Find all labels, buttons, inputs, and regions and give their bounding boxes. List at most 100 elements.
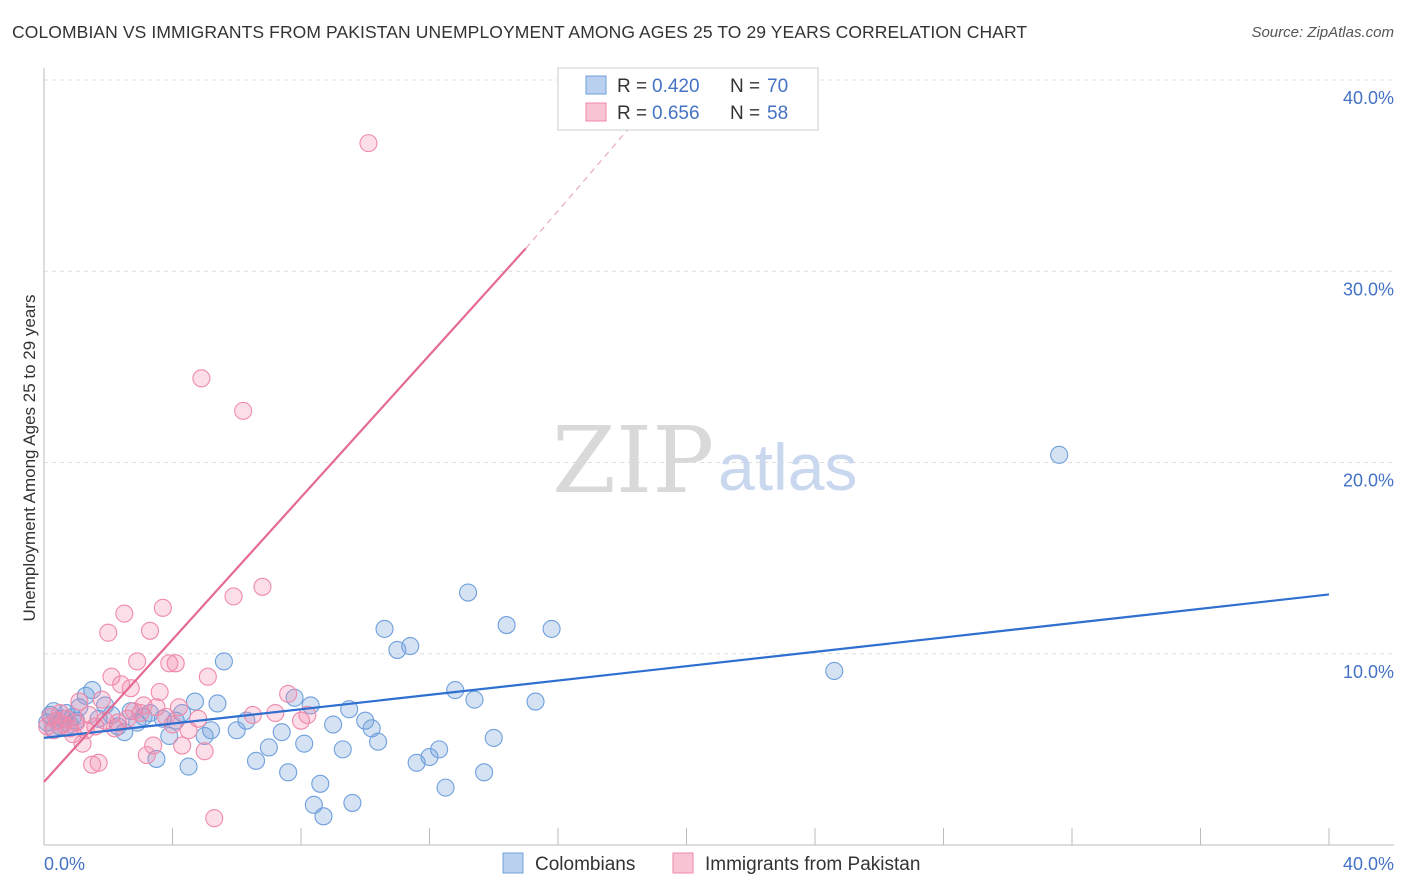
bottom-legend-label-pakistan: Immigrants from Pakistan [705,854,920,875]
point-pakistan-13 [79,705,99,725]
point-colombians-34 [227,721,246,740]
point-colombians-23 [147,749,166,768]
point-pakistan-54 [279,684,298,703]
bottom-legend-swatch-pakistan [672,852,694,874]
point-pakistan-16 [89,753,108,772]
x-axis-ticks [43,828,1330,845]
legend-r-label: R = [617,103,647,124]
point-colombians-46 [324,715,343,734]
point-colombians-59 [436,778,455,797]
trend-lines [43,79,1330,783]
point-pakistan-56 [298,705,317,725]
point-pakistan-22 [108,713,127,732]
bottom-legend: Colombians Immigrants from Pakistan [502,852,920,875]
point-colombians-69 [1050,445,1069,464]
y-tick-label-30: 30.0% [1343,279,1394,299]
point-colombians-57 [420,747,439,767]
legend-box: R = 0.420 N = 70 R = 0.656 N = 58 [557,67,819,131]
point-colombians-61 [458,583,478,602]
point-colombians-28 [179,757,198,776]
point-colombians-64 [484,728,503,747]
point-pakistan-45 [192,369,211,388]
point-pakistan-44 [189,709,208,728]
point-pakistan-41 [169,698,188,717]
point-pakistan-11 [73,734,92,753]
point-colombians-60 [446,681,465,700]
point-colombians-66 [526,692,545,711]
point-pakistan-57 [359,134,378,153]
point-colombians-53 [375,619,394,638]
point-colombians-63 [475,763,494,782]
point-colombians-41 [295,734,314,753]
legend-n-label: N = [730,103,760,124]
point-colombians-25 [160,726,179,746]
point-pakistan-48 [205,809,224,828]
bottom-legend-label-colombians: Colombians [535,854,635,875]
point-pakistan-35 [150,682,169,702]
point-pakistan-42 [173,736,192,755]
point-colombians-13 [83,681,102,700]
point-pakistan-17 [92,690,111,709]
point-pakistan-20 [102,667,121,686]
legend-n-label: N = [730,76,760,97]
point-colombians-36 [246,751,266,770]
legend-row-colombians: R = 0.420 N = 70 [617,76,788,97]
y-tick-label-20: 20.0% [1343,471,1394,491]
point-colombians-47 [333,740,352,759]
point-colombians-29 [185,692,205,711]
trend-line-pakistan-extension [525,79,671,249]
grid-lines [44,79,1394,655]
point-pakistan-26 [121,679,140,698]
trend-line-pakistan [43,247,527,783]
point-pakistan-19 [99,623,118,642]
y-tick-labels: 10.0% 20.0% 30.0% 40.0% [1343,88,1394,682]
chart-source: Source: ZipAtlas.com [1251,24,1394,41]
point-colombians-67 [542,619,561,638]
point-pakistan-23 [112,675,131,694]
chart-title: COLOMBIAN VS IMMIGRANTS FROM PAKISTAN UN… [12,22,1028,42]
point-pakistan-14 [83,755,102,774]
point-pakistan-50 [234,401,253,420]
y-tick-label-10: 10.0% [1343,662,1394,682]
point-pakistan-32 [140,621,160,640]
point-colombians-11 [70,698,89,717]
point-pakistan-47 [198,667,217,686]
point-pakistan-6 [57,709,76,728]
watermark-atlas: atlas [718,430,857,504]
point-pakistan-24 [115,604,134,623]
legend-swatch-pakistan [585,102,607,122]
bottom-legend-swatch-colombians [502,852,524,874]
point-colombians-38 [272,723,291,742]
point-colombians-31 [202,721,221,740]
legend-n-colombians: 70 [767,76,788,97]
point-colombians-39 [279,763,298,782]
point-colombians-37 [259,738,278,757]
legend-r-pakistan: 0.656 [652,103,700,124]
legend-n-pakistan: 58 [767,103,788,124]
point-pakistan-49 [224,587,243,606]
legend-row-pakistan: R = 0.656 N = 58 [617,103,788,124]
point-pakistan-27 [124,702,143,721]
point-pakistan-38 [160,654,179,673]
point-colombians-49 [343,793,362,812]
point-pakistan-52 [253,577,272,596]
point-pakistan-28 [128,652,147,671]
point-pakistan-34 [147,698,166,717]
point-pakistan-31 [137,746,156,765]
point-colombians-68 [825,661,844,681]
point-colombians-33 [214,652,233,671]
point-colombians-32 [208,694,227,713]
point-pakistan-2 [44,721,63,740]
point-colombians-45 [314,807,333,826]
legend-r-colombians: 0.420 [652,76,700,97]
point-colombians-44 [311,774,330,793]
legend-swatch-colombians [585,75,607,95]
point-colombians-50 [356,711,375,730]
x-tick-label-right: 40.0% [1343,854,1394,874]
legend-r-label: R = [617,76,647,97]
point-colombians-52 [369,732,388,751]
point-pakistan-46 [195,742,214,761]
point-colombians-62 [465,690,484,709]
trend-line-colombians [43,593,1330,739]
